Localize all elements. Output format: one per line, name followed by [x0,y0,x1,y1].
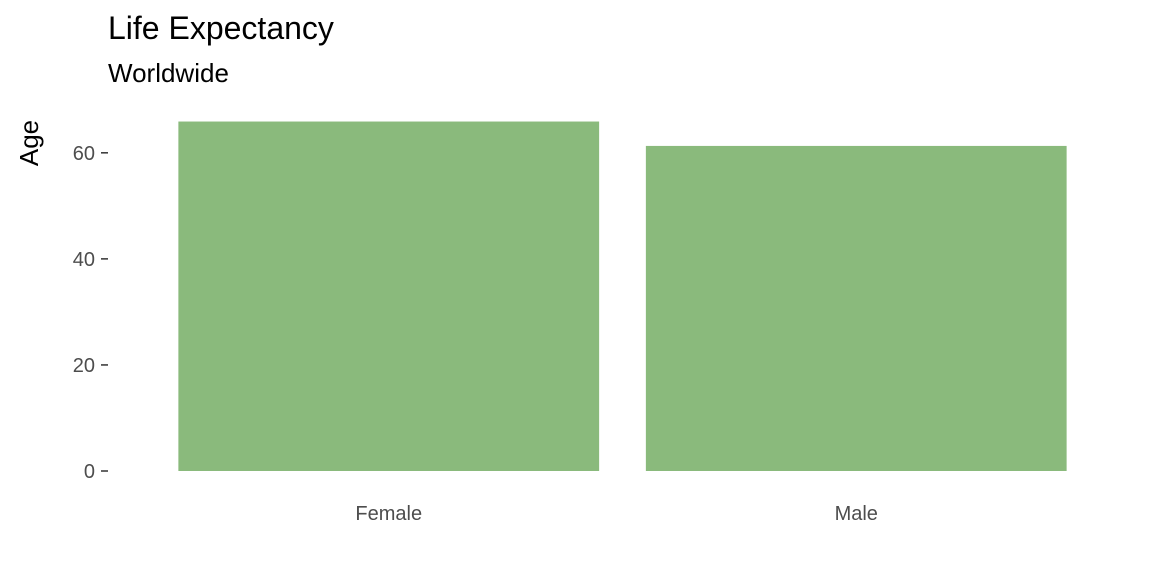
y-tick-label: 0 [84,461,95,483]
y-axis: 0 20 40 60 [73,143,108,483]
x-tick-label: Male [835,503,878,525]
bar-male [645,145,1067,471]
x-axis: Female Male [355,503,878,525]
y-axis-title: Age [14,120,44,166]
chart-subtitle: Worldwide [108,58,229,88]
y-tick-label: 60 [73,143,95,165]
x-tick-label: Female [355,503,422,525]
bar-female [178,121,600,471]
y-tick-label: 40 [73,249,95,271]
chart-title: Life Expectancy [108,10,334,46]
bars [178,121,1067,471]
y-tick-label: 20 [73,355,95,377]
